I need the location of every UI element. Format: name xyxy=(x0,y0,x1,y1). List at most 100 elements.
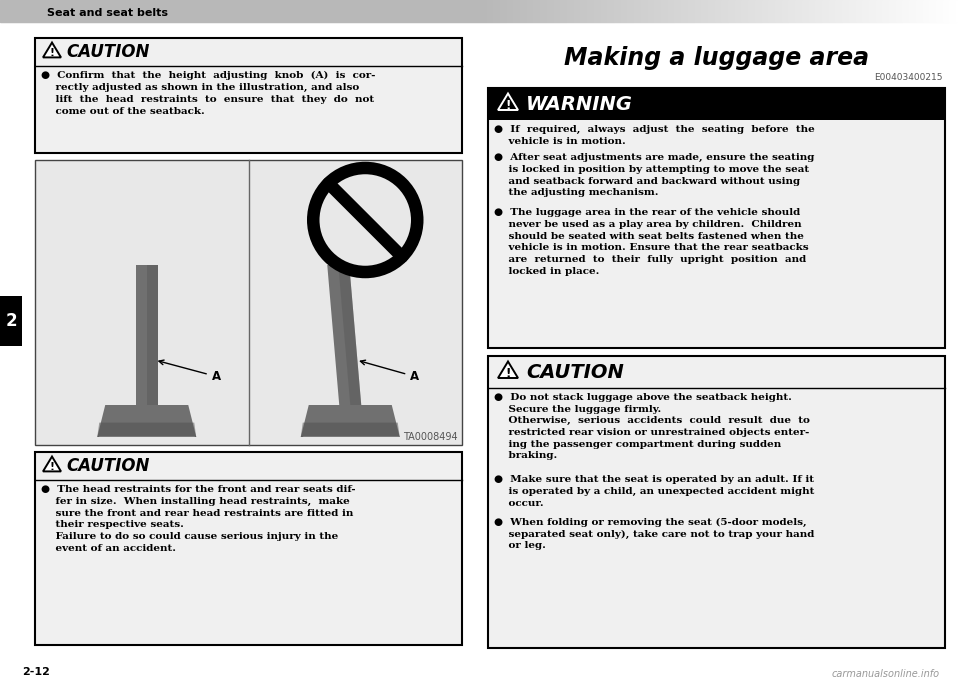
Bar xyxy=(165,0,166,22)
Bar xyxy=(575,0,576,22)
Polygon shape xyxy=(300,405,399,437)
Bar xyxy=(318,0,319,22)
Bar xyxy=(876,0,877,22)
Bar xyxy=(428,0,429,22)
Bar xyxy=(93,0,94,22)
Bar xyxy=(765,0,766,22)
Bar xyxy=(655,0,656,22)
Bar xyxy=(40,0,41,22)
Bar xyxy=(76,0,77,22)
Bar xyxy=(460,0,461,22)
Bar xyxy=(638,0,639,22)
Bar xyxy=(290,0,291,22)
Bar xyxy=(353,0,354,22)
Bar xyxy=(916,0,917,22)
Bar xyxy=(15,0,16,22)
Text: E00403400215: E00403400215 xyxy=(875,73,943,82)
Bar xyxy=(893,0,894,22)
Bar xyxy=(578,0,579,22)
Text: ●  Make sure that the seat is operated by an adult. If it
    is operated by a c: ● Make sure that the seat is operated by… xyxy=(494,475,814,508)
Bar xyxy=(784,0,785,22)
Bar xyxy=(151,0,152,22)
Bar xyxy=(61,0,62,22)
Bar xyxy=(57,0,58,22)
Bar xyxy=(226,0,227,22)
Bar xyxy=(124,0,125,22)
Bar xyxy=(216,0,217,22)
Polygon shape xyxy=(338,265,361,405)
Bar xyxy=(480,0,481,22)
Bar xyxy=(409,0,410,22)
Bar xyxy=(418,0,419,22)
Bar xyxy=(954,0,955,22)
Bar xyxy=(18,0,19,22)
Bar xyxy=(398,0,399,22)
Bar xyxy=(531,0,532,22)
Bar xyxy=(540,0,541,22)
Bar xyxy=(0,0,1,22)
Bar xyxy=(84,0,85,22)
Bar xyxy=(618,0,619,22)
Bar xyxy=(133,0,134,22)
Bar xyxy=(35,38,462,153)
Bar xyxy=(417,0,418,22)
Bar xyxy=(393,0,394,22)
Bar xyxy=(389,0,390,22)
Bar xyxy=(419,0,420,22)
Bar xyxy=(867,0,868,22)
Bar xyxy=(771,0,772,22)
Bar xyxy=(590,0,591,22)
Bar xyxy=(292,0,293,22)
Bar xyxy=(294,0,295,22)
Bar xyxy=(350,0,351,22)
Bar xyxy=(555,0,556,22)
Bar xyxy=(763,0,764,22)
Bar xyxy=(920,0,921,22)
Bar xyxy=(189,0,190,22)
Text: TA0008494: TA0008494 xyxy=(403,432,458,442)
Bar xyxy=(276,0,277,22)
Bar xyxy=(719,0,720,22)
Bar xyxy=(897,0,898,22)
Bar xyxy=(105,0,106,22)
Bar xyxy=(595,0,596,22)
Bar xyxy=(77,0,78,22)
Text: ●  If  required,  always  adjust  the  seating  before  the
    vehicle is in mo: ● If required, always adjust the seating… xyxy=(494,125,815,145)
Bar xyxy=(110,0,111,22)
Bar xyxy=(331,0,332,22)
Bar xyxy=(67,0,68,22)
Bar xyxy=(371,0,372,22)
Bar xyxy=(109,0,110,22)
Bar xyxy=(801,0,802,22)
Bar xyxy=(210,0,211,22)
Bar xyxy=(608,0,609,22)
Bar xyxy=(171,0,172,22)
Bar xyxy=(675,0,676,22)
Bar xyxy=(198,0,199,22)
Bar xyxy=(6,0,7,22)
Bar xyxy=(251,0,252,22)
Bar xyxy=(437,0,438,22)
Bar xyxy=(269,0,270,22)
Bar xyxy=(305,0,306,22)
Bar xyxy=(66,0,67,22)
Bar xyxy=(793,0,794,22)
Bar xyxy=(230,0,231,22)
Bar xyxy=(768,0,769,22)
Bar xyxy=(12,0,13,22)
Bar xyxy=(716,0,717,22)
Bar xyxy=(320,0,321,22)
Bar xyxy=(730,0,731,22)
Bar xyxy=(201,0,202,22)
Bar xyxy=(94,0,95,22)
Bar xyxy=(888,0,889,22)
Bar xyxy=(111,0,112,22)
Bar xyxy=(164,0,165,22)
Bar xyxy=(169,0,170,22)
Bar xyxy=(300,0,301,22)
Bar xyxy=(890,0,891,22)
Bar xyxy=(35,452,462,645)
Bar xyxy=(923,0,924,22)
Bar xyxy=(649,0,650,22)
Bar xyxy=(544,0,545,22)
